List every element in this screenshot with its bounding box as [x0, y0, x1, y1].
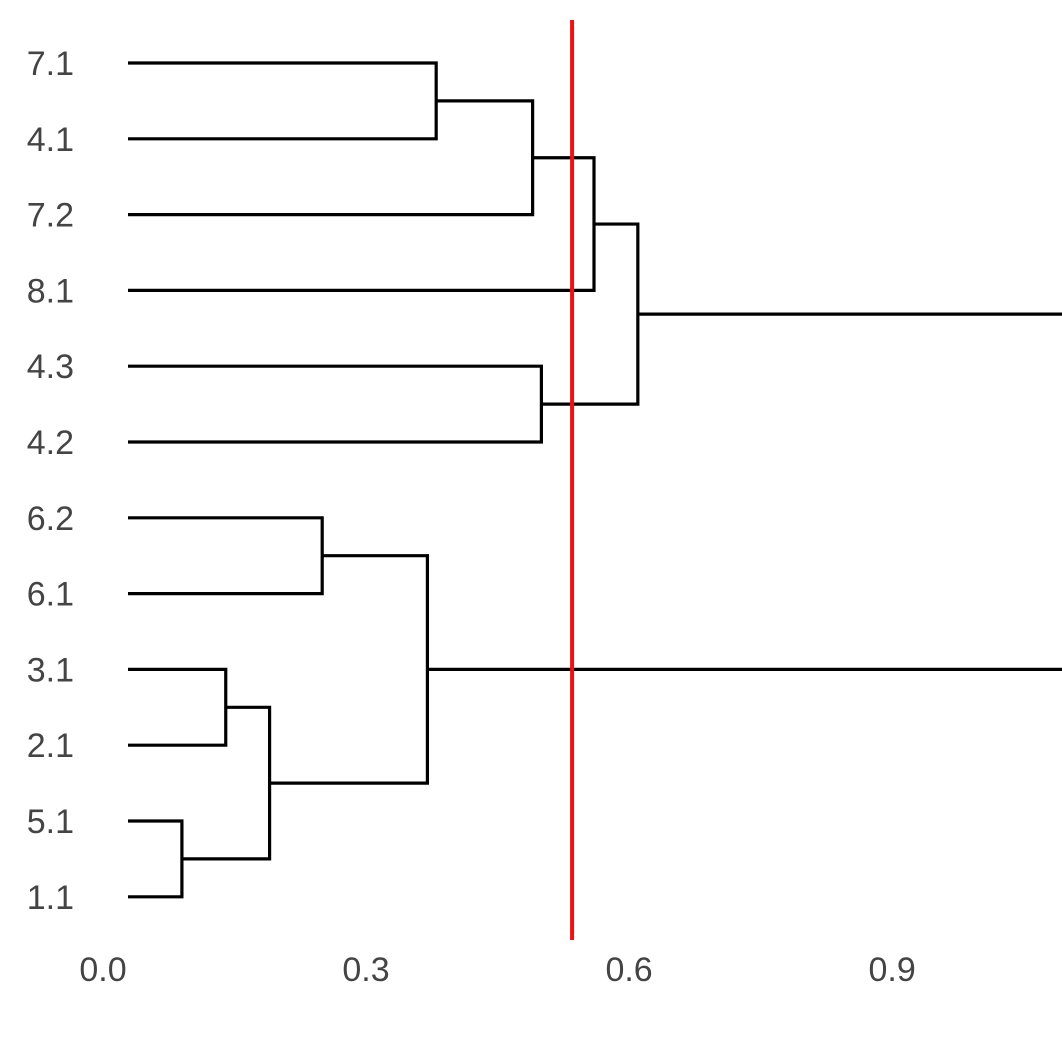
merge-link-m10 [541, 222, 640, 406]
merge-link-m6 [128, 61, 438, 141]
leaf-label: 4.1 [27, 121, 74, 159]
dendrogram-links [128, 61, 1062, 899]
leaf-label: 8.1 [27, 272, 74, 310]
merge-link-m5 [269, 554, 430, 785]
merge-link-m9 [128, 156, 596, 292]
leaf-labels: 7.1 4.1 7.2 8.1 4.3 4.2 6.2 6.1 3.1 2.1 5.1 1.1 [27, 45, 74, 917]
merge-link-m1 [128, 819, 184, 899]
x-axis-tick-labels: 0.0 0.3 0.6 0.9 [79, 951, 915, 989]
leaf-label: 5.1 [27, 803, 74, 841]
leaf-label: 2.1 [27, 727, 74, 765]
leaf-label: 1.1 [27, 879, 74, 917]
x-tick-label: 0.9 [868, 951, 915, 989]
leaf-label: 6.2 [27, 500, 74, 538]
merge-link-m3 [181, 705, 272, 861]
merge-link-m7 [128, 99, 535, 217]
leaf-label: 4.3 [27, 348, 74, 386]
merge-link-m11 [427, 312, 1062, 671]
merge-link-m2 [128, 667, 228, 747]
merge-link-m4 [128, 516, 324, 596]
leaf-label: 4.2 [27, 424, 74, 462]
merge-link-m8 [128, 364, 543, 444]
x-tick-label: 0.0 [79, 951, 126, 989]
leaf-label: 3.1 [27, 651, 74, 689]
leaf-label: 6.1 [27, 576, 74, 614]
x-tick-label: 0.3 [342, 951, 389, 989]
leaf-label: 7.1 [27, 45, 74, 83]
x-tick-label: 0.6 [605, 951, 652, 989]
leaf-label: 7.2 [27, 197, 74, 235]
